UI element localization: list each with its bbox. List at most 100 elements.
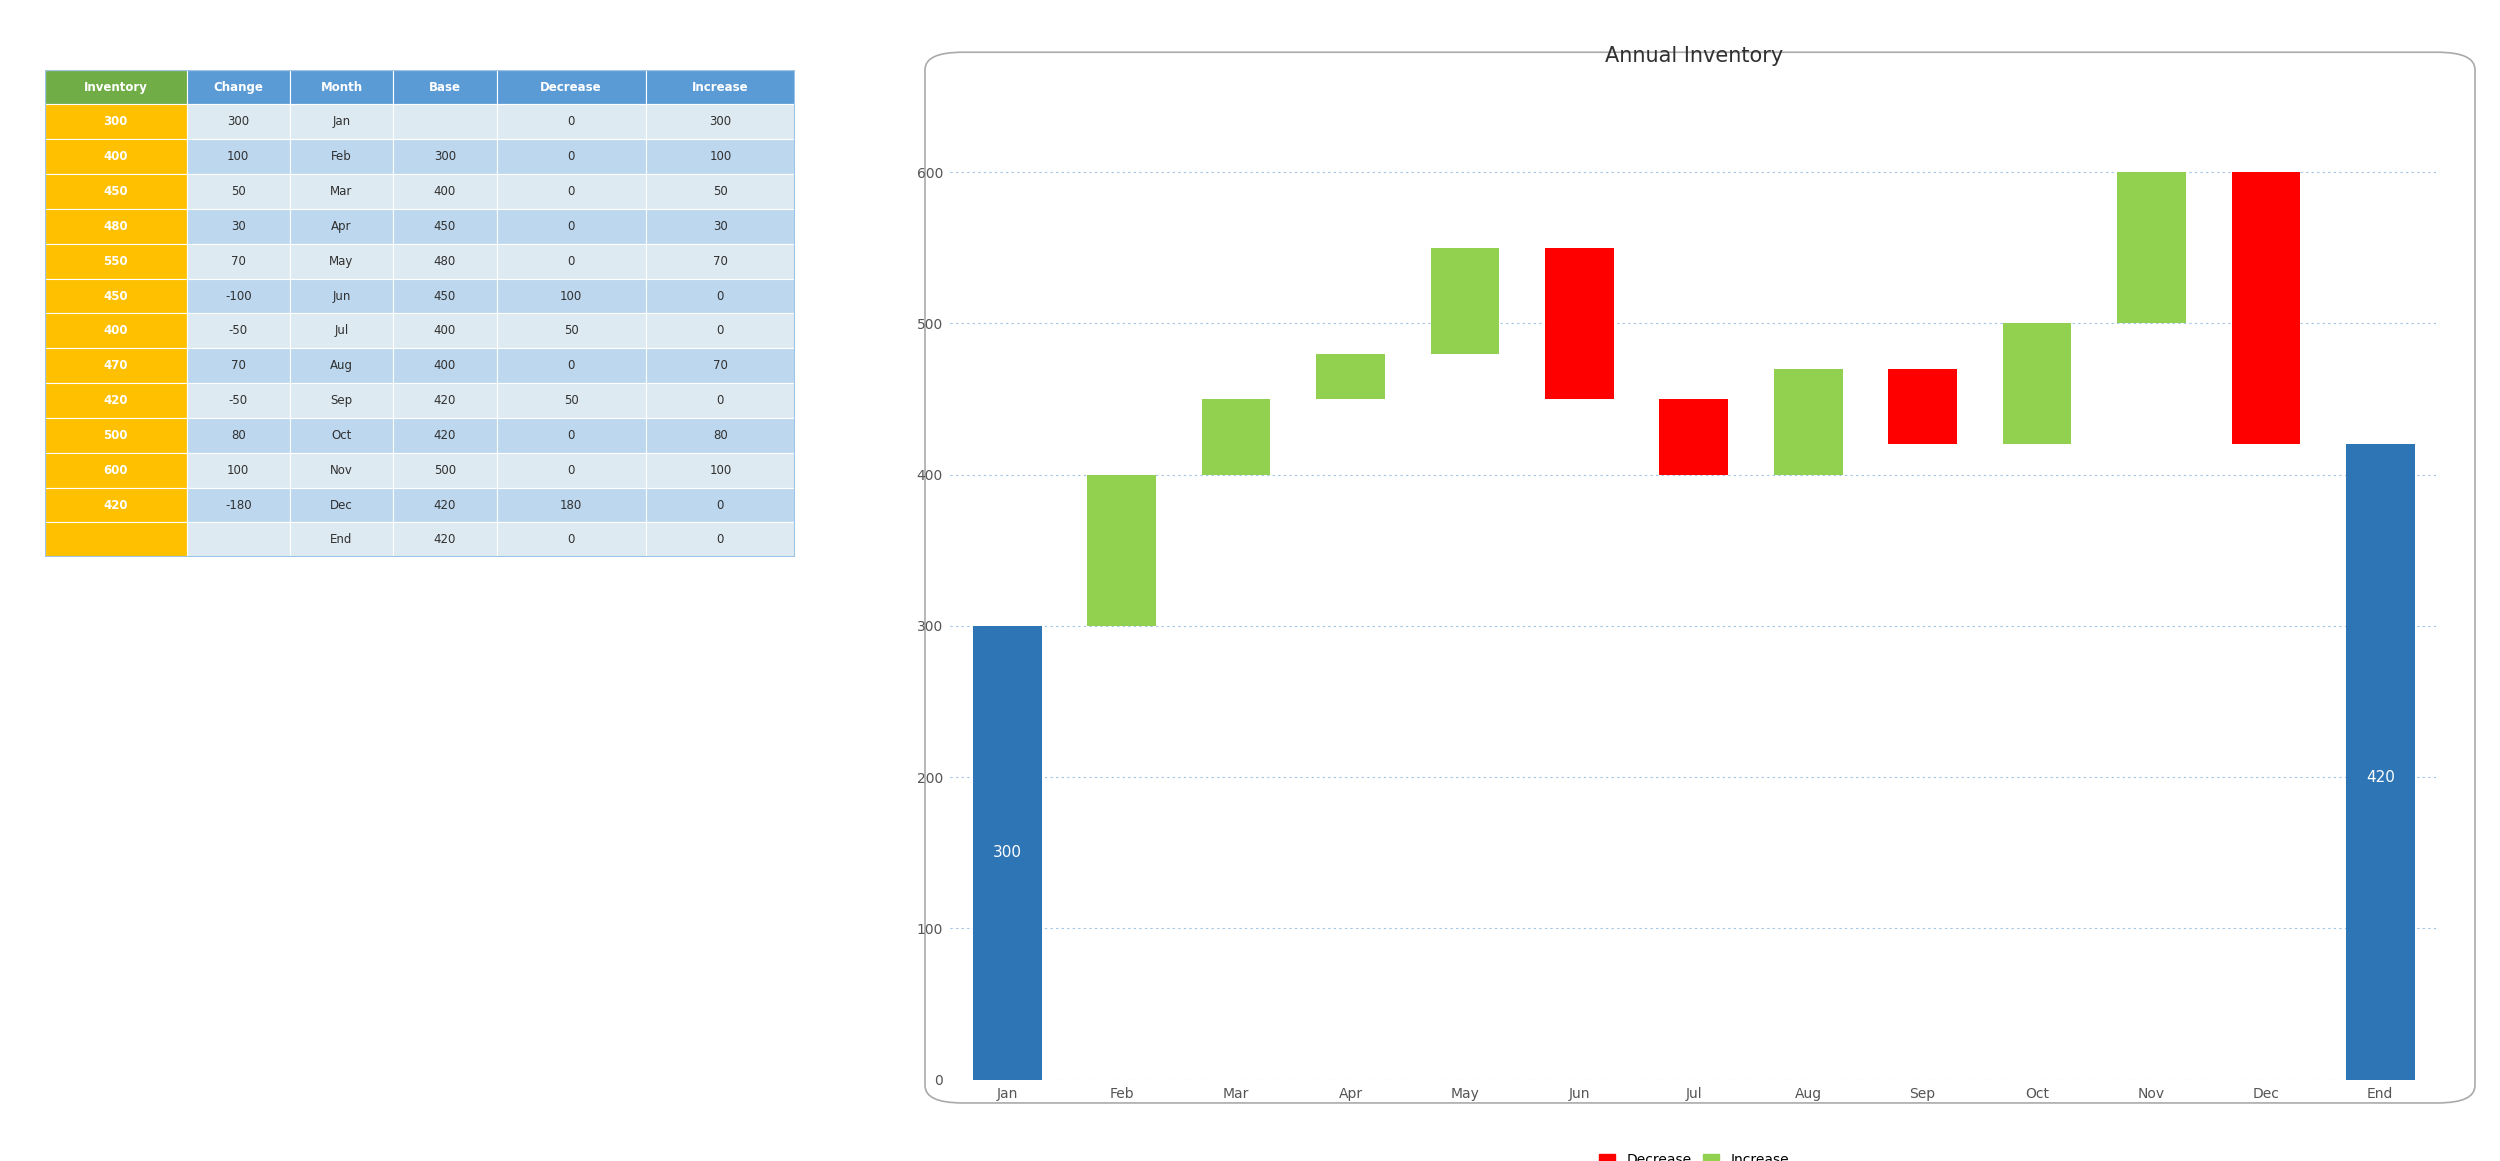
Text: 100: 100 xyxy=(560,289,582,303)
Bar xyxy=(188,244,290,279)
Text: 300: 300 xyxy=(435,150,455,164)
Text: 450: 450 xyxy=(102,185,127,199)
Bar xyxy=(645,313,795,348)
Bar xyxy=(188,453,290,488)
Bar xyxy=(290,453,392,488)
Text: 450: 450 xyxy=(102,289,127,303)
Text: Change: Change xyxy=(213,80,262,94)
Text: 480: 480 xyxy=(432,254,455,268)
Bar xyxy=(290,70,392,104)
Bar xyxy=(392,383,498,418)
Bar xyxy=(1775,369,1842,475)
Text: Jan: Jan xyxy=(332,115,350,129)
Bar xyxy=(1545,247,1612,399)
Text: 420: 420 xyxy=(102,394,127,408)
Legend: Decrease, Increase: Decrease, Increase xyxy=(1592,1147,1795,1161)
Text: 550: 550 xyxy=(102,254,127,268)
Text: Oct: Oct xyxy=(332,428,352,442)
Text: 50: 50 xyxy=(230,185,245,199)
Bar xyxy=(392,488,498,522)
Text: Dec: Dec xyxy=(330,498,352,512)
Text: 100: 100 xyxy=(228,463,250,477)
Bar xyxy=(45,244,188,279)
Bar xyxy=(188,348,290,383)
Bar xyxy=(45,313,188,348)
Text: 30: 30 xyxy=(230,219,245,233)
Bar xyxy=(972,626,1042,1080)
Bar xyxy=(498,279,645,313)
Bar xyxy=(392,244,498,279)
Text: 0: 0 xyxy=(718,498,725,512)
Bar xyxy=(645,418,795,453)
Text: 450: 450 xyxy=(432,289,455,303)
Text: 50: 50 xyxy=(565,394,578,408)
Text: 0: 0 xyxy=(718,289,725,303)
Text: 50: 50 xyxy=(712,185,727,199)
Bar xyxy=(498,418,645,453)
Bar xyxy=(498,174,645,209)
Bar xyxy=(290,418,392,453)
Bar xyxy=(645,383,795,418)
Text: 0: 0 xyxy=(568,254,575,268)
Bar xyxy=(498,104,645,139)
Bar xyxy=(645,522,795,557)
Bar xyxy=(290,139,392,174)
Bar xyxy=(45,418,188,453)
Bar xyxy=(290,348,392,383)
Bar xyxy=(1430,247,1500,354)
Bar xyxy=(1088,475,1155,626)
Bar xyxy=(188,383,290,418)
Text: 0: 0 xyxy=(568,463,575,477)
Bar xyxy=(498,209,645,244)
Bar xyxy=(498,70,645,104)
Bar xyxy=(645,139,795,174)
Text: Inventory: Inventory xyxy=(85,80,148,94)
Bar xyxy=(188,70,290,104)
Bar xyxy=(2118,172,2185,323)
Bar xyxy=(45,348,188,383)
Text: -50: -50 xyxy=(228,324,248,338)
Bar xyxy=(45,139,188,174)
Text: 420: 420 xyxy=(2365,770,2395,785)
Bar xyxy=(1202,399,1270,475)
Bar xyxy=(45,488,188,522)
Text: Base: Base xyxy=(430,80,460,94)
Text: 400: 400 xyxy=(102,150,127,164)
Bar xyxy=(45,383,188,418)
Text: May: May xyxy=(330,254,352,268)
Text: 80: 80 xyxy=(712,428,727,442)
Text: 420: 420 xyxy=(432,428,455,442)
Bar xyxy=(645,244,795,279)
Bar xyxy=(188,313,290,348)
Bar xyxy=(498,139,645,174)
Bar xyxy=(45,279,188,313)
Bar xyxy=(188,488,290,522)
Bar xyxy=(45,174,188,209)
Bar xyxy=(392,209,498,244)
Bar xyxy=(188,418,290,453)
Bar xyxy=(645,279,795,313)
Text: Increase: Increase xyxy=(693,80,748,94)
Bar xyxy=(645,104,795,139)
Bar xyxy=(290,488,392,522)
Text: 70: 70 xyxy=(230,359,245,373)
Text: 300: 300 xyxy=(710,115,732,129)
Text: 420: 420 xyxy=(432,394,455,408)
Bar xyxy=(645,453,795,488)
Bar xyxy=(188,279,290,313)
Text: 420: 420 xyxy=(432,498,455,512)
Text: 480: 480 xyxy=(102,219,127,233)
Bar xyxy=(290,104,392,139)
Text: Month: Month xyxy=(320,80,362,94)
Bar xyxy=(645,174,795,209)
Text: 100: 100 xyxy=(710,150,732,164)
Text: 0: 0 xyxy=(718,394,725,408)
Text: 400: 400 xyxy=(432,359,455,373)
Bar xyxy=(45,104,188,139)
Text: Jun: Jun xyxy=(332,289,350,303)
Text: 500: 500 xyxy=(102,428,127,442)
Text: Apr: Apr xyxy=(332,219,352,233)
Bar xyxy=(498,488,645,522)
Bar xyxy=(188,139,290,174)
Text: 100: 100 xyxy=(710,463,732,477)
